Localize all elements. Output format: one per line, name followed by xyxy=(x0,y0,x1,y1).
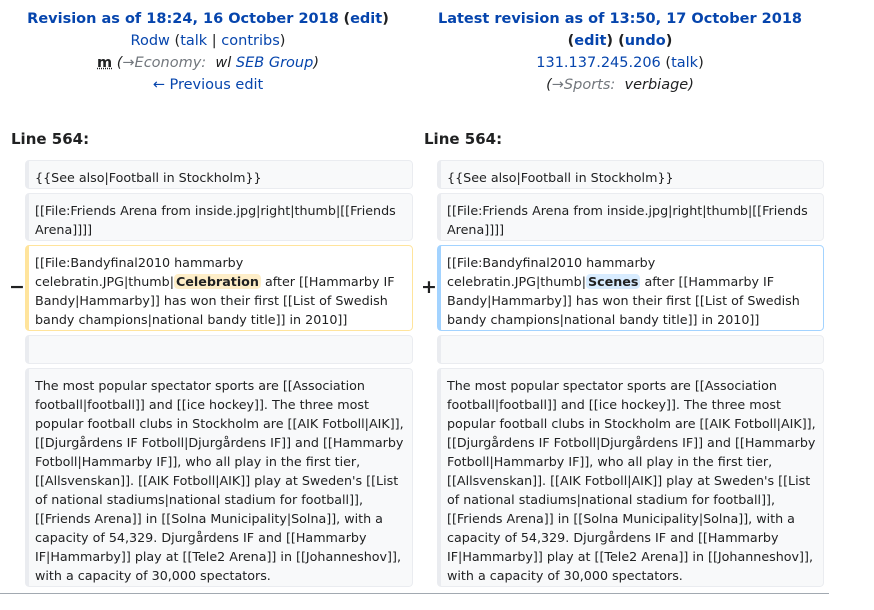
new-context-see-also: {{See also|Football in Stockholm}} xyxy=(437,160,824,189)
old-context-paragraph: The most popular spectator sports are [[… xyxy=(25,368,413,587)
new-context-paragraph: The most popular spectator sports are [[… xyxy=(437,368,824,587)
added-line-suffix: after [[Hammarby IF Bandy|Hammarby]] has… xyxy=(447,274,800,327)
old-summary-section-link[interactable]: →Economy: xyxy=(122,55,207,71)
old-revision-user-link[interactable]: Rodw xyxy=(130,33,170,49)
added-line: [[File:Bandyfinal2010 hammarby celebrati… xyxy=(437,245,824,331)
new-revision-title-link[interactable]: Latest revision as of 13:50, 17 October … xyxy=(437,11,803,27)
new-revision-edit-link[interactable]: edit xyxy=(574,33,607,49)
added-word: Scenes xyxy=(585,274,641,289)
deleted-line-marker: − xyxy=(9,276,25,298)
old-line-number: Line 564: xyxy=(11,130,90,148)
deleted-line-suffix: after [[Hammarby IF Bandy|Hammarby]] has… xyxy=(35,274,395,327)
diff-bottom-divider xyxy=(0,593,829,594)
new-context-file1: [[File:Friends Arena from inside.jpg|rig… xyxy=(437,193,824,241)
old-context-see-also: {{See also|Football in Stockholm}} xyxy=(25,160,413,189)
old-revision-contribs-link[interactable]: contribs xyxy=(221,33,280,49)
undo-link[interactable]: undo xyxy=(624,33,666,49)
previous-edit-link[interactable]: ← Previous edit xyxy=(152,77,264,93)
new-summary-section-link[interactable]: →Sports: xyxy=(551,77,616,93)
old-revision-edit-link[interactable]: edit xyxy=(350,11,383,27)
old-summary-prefix: wl xyxy=(215,55,232,71)
added-line-prefix: [[File:Bandyfinal2010 hammarby celebrati… xyxy=(447,255,656,289)
new-context-empty xyxy=(437,335,824,364)
deleted-line-prefix: [[File:Bandyfinal2010 hammarby celebrati… xyxy=(35,255,244,289)
new-line-number: Line 564: xyxy=(424,130,503,148)
old-summary-seb-link[interactable]: SEB Group xyxy=(235,55,314,71)
old-context-file1: [[File:Friends Arena from inside.jpg|rig… xyxy=(25,193,413,241)
new-revision-header: Latest revision as of 13:50, 17 October … xyxy=(437,11,803,93)
deleted-line: [[File:Bandyfinal2010 hammarby celebrati… xyxy=(25,245,413,331)
old-revision-header: Revision as of 18:24, 16 October 2018 (e… xyxy=(27,11,389,93)
new-revision-user-link[interactable]: 131.137.245.206 xyxy=(536,55,661,71)
new-revision-talk-link[interactable]: talk xyxy=(671,55,699,71)
old-context-empty xyxy=(25,335,413,364)
old-revision-title-link[interactable]: Revision as of 18:24, 16 October 2018 xyxy=(27,11,339,27)
deleted-word: Celebration xyxy=(173,274,261,289)
added-line-marker: + xyxy=(421,276,437,298)
minor-edit-marker: m xyxy=(97,55,113,71)
new-summary-text: verbiage xyxy=(624,77,689,93)
old-revision-talk-link[interactable]: talk xyxy=(180,33,208,49)
